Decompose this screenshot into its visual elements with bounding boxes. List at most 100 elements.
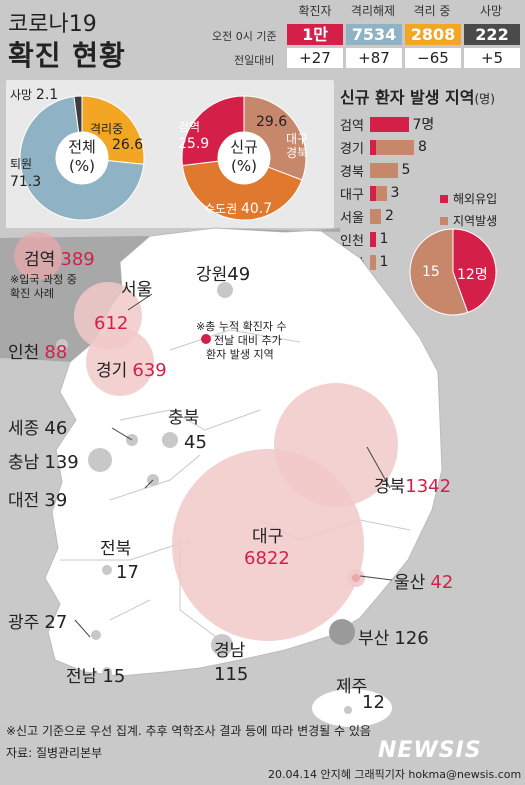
bubble-quarantine (14, 232, 62, 280)
city-incheon-name: 인천 (8, 343, 40, 363)
bubble-gyeonggi (86, 328, 154, 396)
label-deaths: 사망 2.1 (10, 86, 58, 103)
bar-row-5: 인천 1 (340, 229, 388, 249)
city-chungnam-value: 139 (44, 452, 79, 473)
bar-row-2: 경북 5 (340, 160, 410, 180)
label-metro-value: 40.7 (240, 201, 273, 217)
map-north-east (215, 228, 340, 232)
region-title-text: 신규 환자 발생 지역 (340, 88, 475, 107)
dot-gyeongnam (211, 634, 233, 656)
map-jeju (312, 689, 392, 727)
label-metro-text: 수도권 (204, 202, 238, 216)
city-jeonbuk-name: 전북 (100, 539, 132, 559)
legend-local-label: 지역발생 (453, 214, 498, 228)
bar-value-5: 1 (379, 231, 389, 247)
city-quarantine: 검역 389 (24, 245, 95, 270)
dot-gangwon (217, 282, 233, 298)
label-daegu: 대구 경북 (286, 132, 309, 160)
city-sejong: 세종 46 (8, 414, 67, 439)
footer-credit: 20.04.14 안지혜 그래픽기자 hokma@newsis.com (268, 768, 522, 781)
donut-total-center-line1: 전체 (68, 138, 96, 156)
bar-row-0: 검역 7명 (340, 114, 434, 134)
city-seoul-value: 612 (94, 313, 129, 334)
delta-label: 전일대비 (234, 54, 275, 67)
donut-new (181, 95, 307, 221)
city-sejong-value: 46 (44, 418, 68, 439)
city-gyeongbuk-value: 1342 (405, 476, 452, 497)
bar-value-4: 2 (385, 208, 394, 224)
bar-0-series-0 (370, 116, 409, 132)
quarantine-note-line1: ※입국 과정 중 (10, 273, 77, 286)
value-quarantine-slice: 25.9 (178, 136, 210, 152)
city-jeonnam: 전남 15 (66, 662, 125, 687)
delta-confirmed: +27 (287, 48, 343, 68)
city-busan-name: 부산 (358, 629, 390, 649)
donut-new-center-line1: 신규 (230, 138, 258, 156)
footer-note: ※신고 기준으로 우선 집계. 추후 역학조사 결과 등에 따라 변경될 수 있… (6, 724, 371, 738)
delta-released: +87 (346, 48, 402, 68)
donut-total-center-line2: (%) (69, 157, 95, 175)
region-pie-slice-1 (409, 228, 469, 316)
city-ulsan-value: 42 (430, 572, 454, 593)
bar-4-series-1 (370, 208, 381, 224)
city-quarantine-name: 검역 (24, 250, 56, 270)
delta-deaths: +5 (464, 48, 520, 68)
bar-value-0: 7명 (412, 117, 435, 133)
legend-local: 지역발생 (440, 212, 497, 229)
value-daegu: 29.6 (256, 114, 288, 130)
city-chungbuk-name: 충북 (168, 408, 200, 428)
legend-overseas: 해외유입 (440, 190, 497, 207)
city-daejeon-value: 39 (44, 490, 68, 511)
city-ulsan-name: 울산 (394, 573, 426, 593)
basis-label: 오전 0시 기준 (212, 30, 277, 43)
city-gangwon: 강원49 (196, 260, 250, 285)
donut-total-center: 전체 (%) (64, 138, 100, 176)
bar-2-series-1 (370, 162, 398, 178)
city-incheon-value: 88 (44, 342, 68, 363)
bar-1-series-0 (370, 139, 376, 155)
region-pie-slice-0 (452, 228, 497, 314)
city-ulsan: 울산 42 (394, 568, 453, 593)
city-busan: 부산 126 (358, 624, 429, 649)
label-quarantine-slice: 검역 (178, 120, 201, 134)
donut-new-hole (218, 132, 270, 184)
city-gyeonggi-value: 639 (132, 360, 167, 381)
region-legend: 해외유입 지역발생 (440, 190, 497, 229)
label-deaths-value: 2.1 (35, 87, 59, 103)
city-daegu-value: 6822 (244, 548, 290, 569)
map-legend-note: ※총 누적 확진자 수 전날 대비 추가 환자 발생 지역 (196, 320, 287, 362)
region-chart-title: 신규 환자 발생 지역(명) (340, 84, 495, 108)
city-chungbuk-value: 45 (184, 432, 207, 453)
bar-label-5: 인천 (340, 233, 364, 249)
bar-value-2: 5 (401, 162, 411, 178)
legend-local-swatch (440, 216, 448, 225)
label-isolated: 격리중 (90, 122, 124, 136)
bar-value-6: 1 (379, 254, 389, 270)
legend-overseas-swatch (440, 194, 448, 203)
dot-incheon (56, 339, 68, 351)
donut-charts (19, 95, 307, 221)
bar-value-1: 8 (418, 139, 427, 155)
label-deaths-text: 사망 (10, 88, 33, 102)
map-borders (60, 329, 411, 641)
bar-label-0: 검역 (340, 118, 364, 134)
city-daejeon-name: 대전 (8, 491, 40, 511)
stat-head-isolated: 격리 중 (413, 4, 451, 18)
bar-label-3: 대구 (340, 187, 364, 203)
quarantine-note: ※입국 과정 중 확진 사례 (10, 273, 77, 301)
donut-new-center: 신규 (%) (226, 138, 262, 176)
bar-row-3: 대구 3 (340, 183, 399, 203)
bubble-daegu (172, 449, 364, 641)
city-gyeongbuk-name: 경북 (374, 477, 406, 497)
city-daegu-name: 대구 (252, 527, 284, 547)
city-sejong-name: 세종 (8, 419, 40, 439)
city-gyeonggi-name: 경기 (96, 361, 128, 381)
city-daejeon: 대전 39 (8, 486, 67, 511)
map-legend-note-line3: 환자 발생 지역 (206, 348, 274, 361)
city-jeonnam-value: 15 (102, 666, 126, 687)
city-jeju-name: 제주 (336, 677, 368, 697)
label-metro: 수도권 40.7 (204, 200, 272, 217)
region-pie-overseas-value: 12명 (457, 267, 488, 283)
bar-row-1: 경기 8 (340, 137, 427, 157)
region-bar-chart: 검역7명경기8경북5대구3서울2인천1울산1 (340, 114, 520, 274)
